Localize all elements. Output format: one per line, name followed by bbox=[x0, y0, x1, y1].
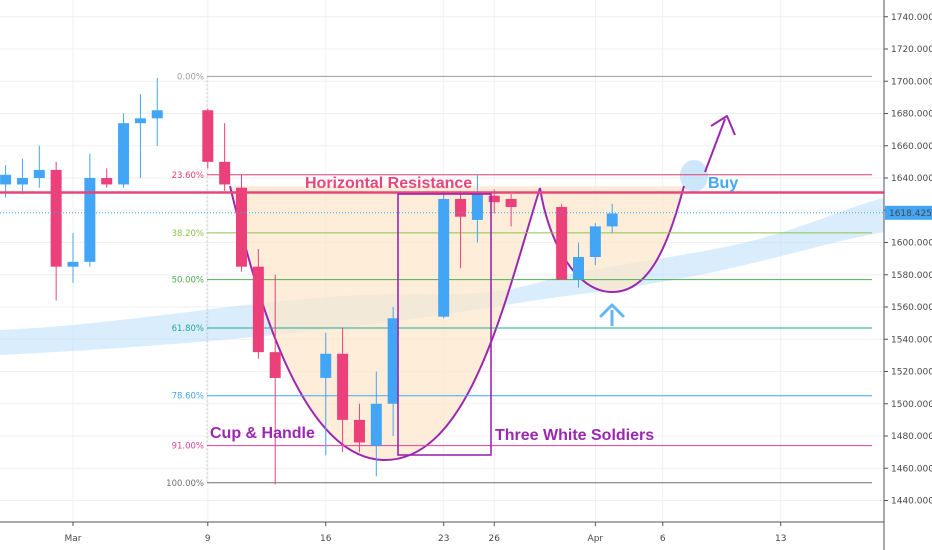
ichimoku-cloud bbox=[0, 198, 884, 355]
time-tick-label: 23 bbox=[438, 534, 449, 544]
fib-level-label: 38.20% bbox=[172, 229, 204, 239]
price-tick-label: 1540.000 bbox=[891, 335, 932, 345]
candle-body-up bbox=[118, 123, 130, 185]
buy-zone-highlight bbox=[680, 160, 708, 192]
current-price-badge bbox=[885, 205, 932, 220]
time-tick-label: 26 bbox=[489, 534, 501, 544]
candle-body-down bbox=[236, 187, 247, 267]
three-white-soldiers-box bbox=[397, 193, 492, 456]
candle-body-down bbox=[337, 353, 349, 420]
price-tick-label: 1680.000 bbox=[891, 110, 932, 120]
time-tick-label: 13 bbox=[775, 534, 786, 544]
candle-body-down bbox=[101, 178, 113, 185]
price-tick-label: 1640.000 bbox=[891, 174, 932, 184]
price-tick-label: 1700.000 bbox=[891, 77, 932, 87]
price-tick-label: 1520.000 bbox=[891, 368, 932, 378]
current-price-label: 1618.425 bbox=[889, 209, 932, 219]
candle-body-up bbox=[438, 198, 450, 317]
candle-body-up bbox=[67, 261, 79, 267]
horizontal-resistance-label: Horizontal Resistance bbox=[305, 175, 472, 192]
time-tick-label: 16 bbox=[320, 534, 332, 544]
candle-body-up bbox=[606, 213, 618, 227]
candle-body-up bbox=[471, 194, 483, 220]
price-tick-label: 1600.000 bbox=[891, 239, 932, 249]
candle-body-up bbox=[33, 169, 45, 178]
fib-level-label: 0.00% bbox=[177, 72, 204, 82]
time-tick-label: 6 bbox=[660, 534, 666, 544]
price-tick-label: 1500.000 bbox=[891, 400, 932, 410]
candle-body-down bbox=[202, 110, 214, 162]
price-axis-background bbox=[884, 0, 932, 550]
candle-body-up bbox=[84, 178, 96, 262]
candle-body-down bbox=[556, 207, 568, 280]
candle-body-up bbox=[134, 118, 146, 124]
price-tick-label: 1440.000 bbox=[891, 497, 932, 507]
time-tick-label: Apr bbox=[588, 534, 604, 544]
candle-body-up bbox=[320, 353, 332, 378]
buy-arrow-shaft bbox=[704, 118, 726, 173]
candle-body-up bbox=[573, 257, 584, 280]
price-tick-label: 1580.000 bbox=[891, 271, 932, 281]
fib-level-label: 91.00% bbox=[172, 442, 204, 452]
cup-and-handle-curve bbox=[229, 185, 685, 462]
price-tick-label: 1660.000 bbox=[891, 142, 932, 152]
candle-body-down bbox=[219, 161, 231, 185]
three-white-soldiers-label: Three White Soldiers bbox=[495, 427, 654, 444]
candle-body-up bbox=[0, 174, 12, 185]
price-tick-label: 1460.000 bbox=[891, 464, 932, 474]
fib-level-label: 50.00% bbox=[172, 276, 204, 286]
candle-body-down bbox=[353, 419, 365, 443]
price-tick-label: 1720.000 bbox=[891, 45, 932, 55]
candle-body-down bbox=[269, 352, 281, 378]
fib-level-label: 61.80% bbox=[172, 324, 204, 334]
price-tick-label: 1480.000 bbox=[891, 432, 932, 442]
price-tick-label: 1740.000 bbox=[891, 13, 932, 23]
candle-body-down bbox=[455, 198, 467, 217]
buy-label: Buy bbox=[708, 175, 738, 192]
candle-body-down bbox=[505, 198, 517, 208]
handle-up-arrow-head bbox=[599, 303, 625, 318]
candle-body-up bbox=[370, 403, 382, 446]
candle-body-up bbox=[151, 110, 163, 119]
time-tick-label: 9 bbox=[205, 534, 211, 544]
candle-body-up bbox=[387, 318, 399, 404]
candle-body-down bbox=[252, 266, 264, 353]
cup-and-handle-label: Cup & Handle bbox=[210, 425, 315, 442]
fib-level-label: 100.00% bbox=[166, 479, 204, 489]
fib-level-label: 78.60% bbox=[172, 392, 204, 402]
time-tick-label: Mar bbox=[65, 534, 82, 544]
candle-body-down bbox=[488, 195, 500, 203]
candle-body-down bbox=[50, 169, 62, 267]
buy-arrow-head bbox=[710, 115, 736, 136]
candle-body-up bbox=[16, 178, 28, 185]
candle-body-up bbox=[589, 226, 601, 258]
fib-level-label: 23.60% bbox=[172, 171, 204, 181]
price-tick-label: 1560.000 bbox=[891, 303, 932, 313]
